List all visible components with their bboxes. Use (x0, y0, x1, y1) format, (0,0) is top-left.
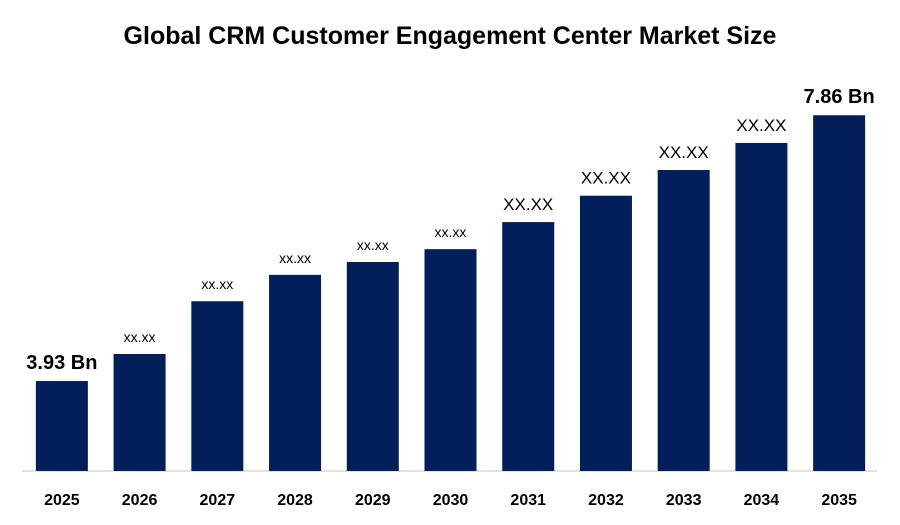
value-label: xx.xx (357, 237, 389, 253)
x-tick-label: 2025 (44, 492, 80, 509)
value-label: xx.xx (279, 250, 311, 266)
bar (813, 115, 866, 471)
value-label: XX.XX (581, 169, 631, 188)
x-tick-label: 2029 (355, 492, 391, 509)
x-tick-label: 2035 (821, 492, 857, 509)
chart-title: Global CRM Customer Engagement Center Ma… (124, 22, 777, 50)
value-label: xx.xx (201, 276, 233, 292)
bar (502, 222, 555, 471)
bar (35, 381, 88, 471)
value-label: XX.XX (503, 195, 553, 214)
value-label: XX.XX (736, 116, 786, 135)
x-tick-label: 2032 (588, 492, 624, 509)
x-tick-label: 2031 (510, 492, 546, 509)
x-tick-label: 2033 (666, 492, 702, 509)
x-tick-label: 2034 (744, 492, 780, 509)
x-tick-label: 2030 (433, 492, 469, 509)
x-tick-label: 2028 (277, 492, 313, 509)
value-label: xx.xx (435, 224, 467, 240)
bar (113, 353, 166, 471)
bar (657, 170, 710, 471)
bar (735, 142, 788, 472)
bar (269, 274, 322, 471)
x-tick-label: 2026 (122, 492, 158, 509)
value-label: 7.86 Bn (804, 86, 875, 108)
x-tick-label: 2027 (200, 492, 236, 509)
bar (579, 195, 632, 471)
bar (346, 262, 399, 471)
value-label: 3.93 Bn (26, 352, 97, 374)
value-label: XX.XX (659, 143, 709, 162)
bar (424, 249, 477, 471)
value-label: xx.xx (124, 329, 156, 345)
bar (191, 301, 244, 471)
